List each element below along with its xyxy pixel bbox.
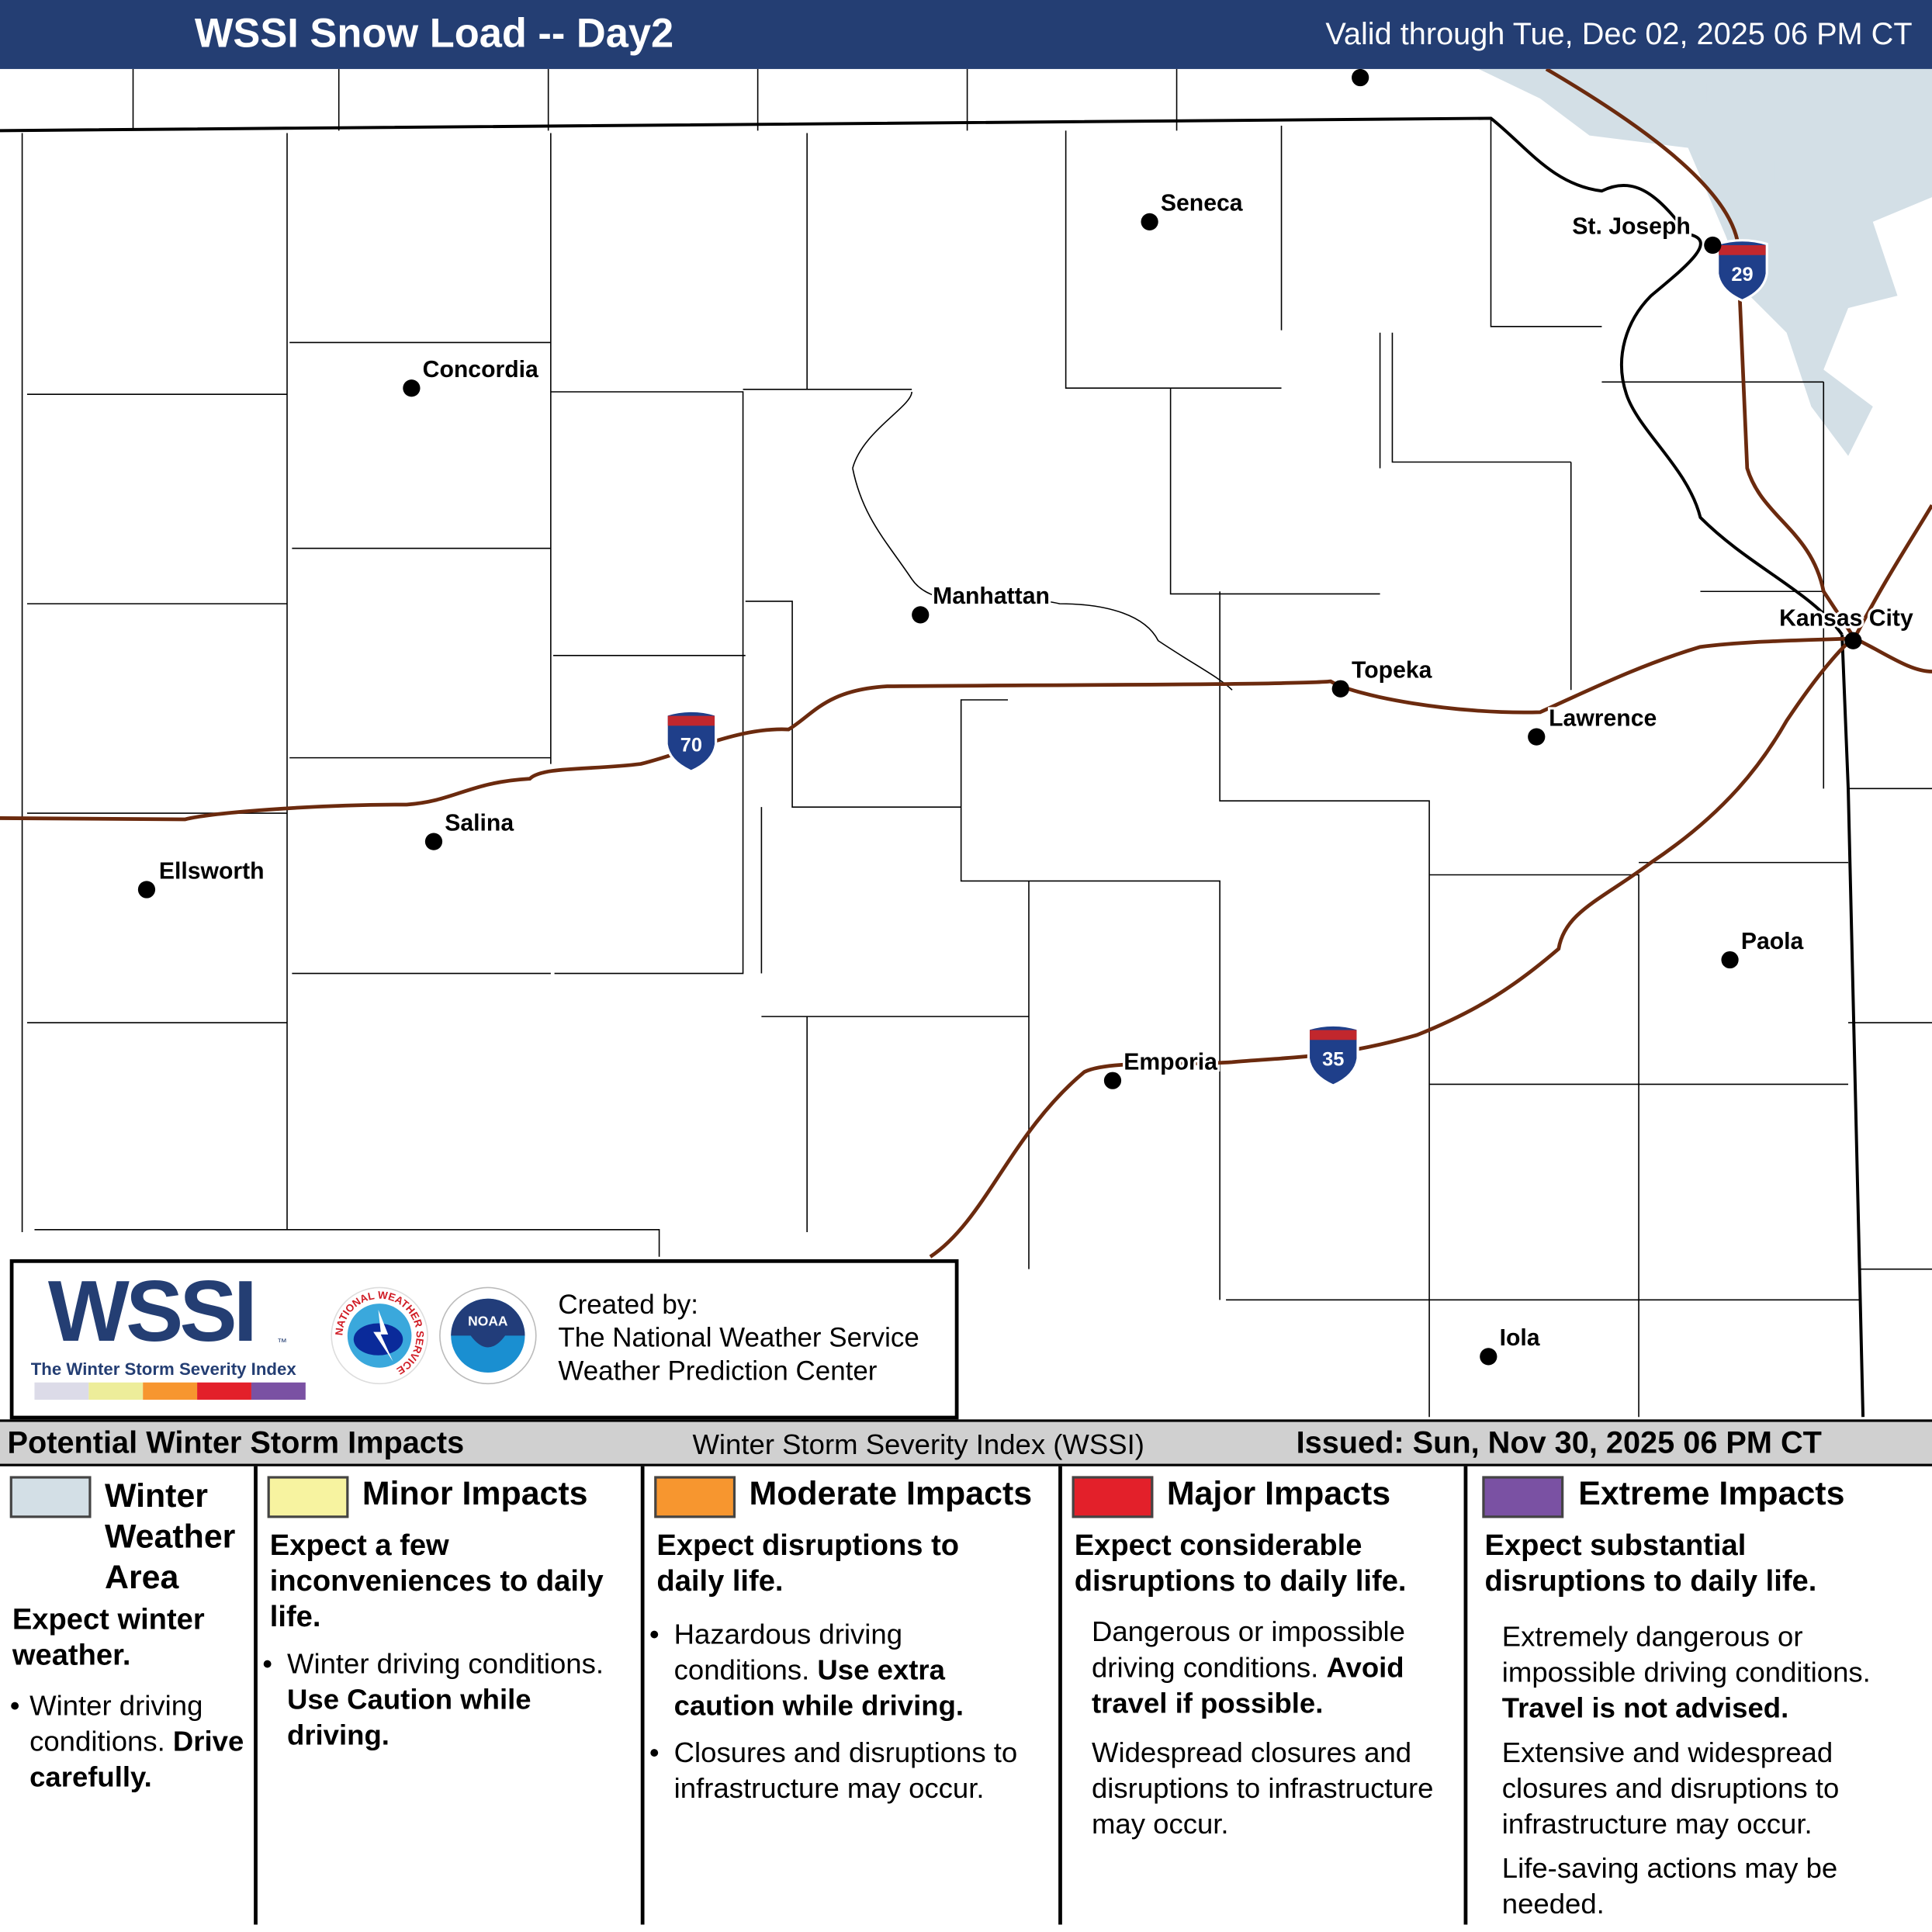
legend-bullet: • Closures and disruptions to infrastruct… bbox=[649, 1736, 1018, 1804]
svg-text:Iola: Iola bbox=[1500, 1325, 1540, 1351]
tm-mark: ™ bbox=[277, 1336, 288, 1349]
swatch-major bbox=[197, 1382, 251, 1400]
legend-summary: Expect substantial disruptions to daily … bbox=[1484, 1529, 1817, 1598]
swatch-moderate bbox=[143, 1382, 198, 1400]
city-lawrence: Lawrence bbox=[1528, 703, 1659, 746]
legend-title: Major Impacts bbox=[1166, 1474, 1391, 1512]
color-box bbox=[267, 1476, 349, 1518]
legend-bullet: • Winter driving conditions. Drive carefu… bbox=[9, 1689, 244, 1793]
color-box bbox=[654, 1476, 736, 1518]
legend-bullet: Life-saving actions may be needed. bbox=[1501, 1851, 1838, 1920]
valid-time: Valid through Tue, Dec 02, 2025 06 PM CT bbox=[1325, 17, 1913, 52]
city-ellsworth: Ellsworth bbox=[137, 856, 267, 898]
svg-text:35: 35 bbox=[1322, 1049, 1344, 1071]
divider bbox=[1463, 1466, 1468, 1925]
legend-extreme: Extreme Impacts Expect substantial disru… bbox=[1467, 1466, 1932, 1923]
legend-summary: Expect disruptions to daily life. bbox=[656, 1529, 960, 1598]
credit-line: Weather Prediction Center bbox=[558, 1355, 878, 1387]
noaa-logo-icon: NOAA bbox=[439, 1286, 537, 1385]
interstate-routes bbox=[0, 68, 1932, 1259]
svg-text:Lawrence: Lawrence bbox=[1549, 705, 1657, 731]
svg-text:NOAA: NOAA bbox=[468, 1314, 508, 1329]
svg-text:Paola: Paola bbox=[1741, 929, 1804, 954]
svg-text:Seneca: Seneca bbox=[1161, 191, 1243, 216]
legend-minor: Minor Impacts Expect a few inconvenience… bbox=[258, 1466, 641, 1923]
swatch-winter bbox=[34, 1382, 89, 1400]
credit-line: The National Weather Service bbox=[558, 1321, 919, 1353]
credits: Created by: The National Weather Service… bbox=[558, 1287, 919, 1387]
city-st-joseph: St. Joseph bbox=[1570, 212, 1722, 254]
city-seneca: Seneca bbox=[1141, 188, 1245, 230]
legend-index-name: Winter Storm Severity Index (WSSI) bbox=[692, 1428, 1144, 1460]
interstate-shields: 70 35 29 bbox=[665, 239, 1768, 1087]
legend-bullet: Extremely dangerous or impossible drivin… bbox=[1501, 1620, 1871, 1724]
legend-bullet: • Hazardous driving conditions. Use extra… bbox=[649, 1618, 964, 1722]
color-box bbox=[1072, 1476, 1154, 1518]
legend-winter-weather: Winter Weather Area Expect winter weathe… bbox=[0, 1466, 254, 1923]
legend-bullet: Extensive and widespread closures and di… bbox=[1501, 1736, 1840, 1840]
legend-bullet: • Winter driving conditions. Use Caution … bbox=[262, 1647, 604, 1751]
title-bar: WSSI Snow Load -- Day2 Valid through Tue… bbox=[0, 0, 1932, 69]
state-borders bbox=[0, 116, 1865, 1418]
color-box bbox=[9, 1476, 92, 1518]
map: 70 35 29 Seneca St. Joseph Concordia Man… bbox=[0, 68, 1932, 1418]
svg-text:Topeka: Topeka bbox=[1352, 657, 1432, 683]
svg-text:Kansas City: Kansas City bbox=[1779, 606, 1913, 632]
snow-area bbox=[1478, 68, 1932, 456]
city-topeka: Topeka bbox=[1331, 655, 1435, 698]
svg-text:Concordia: Concordia bbox=[423, 357, 538, 383]
city-concordia: Concordia bbox=[403, 355, 541, 397]
legend-moderate: Moderate Impacts Expect disruptions to d… bbox=[645, 1466, 1059, 1923]
county-lines bbox=[21, 68, 1932, 1418]
credit-line: Created by: bbox=[558, 1289, 698, 1320]
map-title: WSSI Snow Load -- Day2 bbox=[194, 9, 674, 56]
legend-bullet: Widespread closures and disruptions to i… bbox=[1091, 1736, 1434, 1840]
color-box bbox=[1482, 1476, 1564, 1518]
svg-text:Ellsworth: Ellsworth bbox=[159, 858, 265, 884]
city-emporia: Emporia bbox=[1103, 1047, 1220, 1089]
legend-bullet: Dangerous or impossible driving conditio… bbox=[1091, 1615, 1405, 1719]
legend-header-bar: Potential Winter Storm Impacts Winter St… bbox=[0, 1419, 1932, 1466]
svg-text:70: 70 bbox=[680, 735, 702, 757]
cities: Seneca St. Joseph Concordia Manhattan Ka… bbox=[137, 68, 1916, 1366]
svg-text:29: 29 bbox=[1731, 264, 1753, 286]
city-paola: Paola bbox=[1721, 926, 1806, 969]
logo-box: WSSI ™ The Winter Storm Severity Index N… bbox=[9, 1259, 959, 1420]
legend-title: Minor Impacts bbox=[362, 1474, 588, 1512]
legend-title: Winter Weather Area bbox=[104, 1477, 236, 1596]
legend-summary: Expect a few inconveniences to daily lif… bbox=[269, 1529, 604, 1634]
i35-shield: 35 bbox=[1307, 1023, 1359, 1087]
legend-title: Moderate Impacts bbox=[749, 1474, 1033, 1512]
divider bbox=[1058, 1466, 1062, 1925]
legend-summary: Expect winter weather. bbox=[12, 1603, 205, 1672]
svg-text:Manhattan: Manhattan bbox=[933, 583, 1050, 609]
wssi-subtitle: The Winter Storm Severity Index bbox=[30, 1359, 296, 1379]
city-salina: Salina bbox=[424, 808, 517, 850]
legend-major: Major Impacts Expect considerable disrup… bbox=[1062, 1466, 1464, 1923]
legend-summary: Expect considerable disruptions to daily… bbox=[1074, 1529, 1407, 1598]
svg-text:St. Joseph: St. Joseph bbox=[1572, 214, 1691, 240]
legend-title: Extreme Impacts bbox=[1578, 1474, 1845, 1512]
svg-text:Emporia: Emporia bbox=[1124, 1049, 1217, 1075]
city-iola: Iola bbox=[1480, 1323, 1542, 1366]
legend-heading: Potential Winter Storm Impacts bbox=[7, 1425, 465, 1460]
city-kansas-city: Kansas City bbox=[1777, 604, 1916, 649]
issued-time: Issued: Sun, Nov 30, 2025 06 PM CT bbox=[1296, 1425, 1822, 1460]
wssi-logo: WSSI bbox=[47, 1262, 258, 1359]
swatch-extreme bbox=[251, 1382, 306, 1400]
divider bbox=[254, 1466, 258, 1925]
swatch-minor bbox=[88, 1382, 144, 1400]
divider bbox=[640, 1466, 645, 1925]
i70-shield: 70 bbox=[665, 709, 718, 773]
nws-logo-icon: NATIONAL WEATHER SERVICE bbox=[331, 1286, 428, 1385]
city-manhattan: Manhattan bbox=[912, 581, 1052, 624]
svg-text:Salina: Salina bbox=[445, 810, 514, 836]
i29-shield: 29 bbox=[1716, 239, 1768, 303]
